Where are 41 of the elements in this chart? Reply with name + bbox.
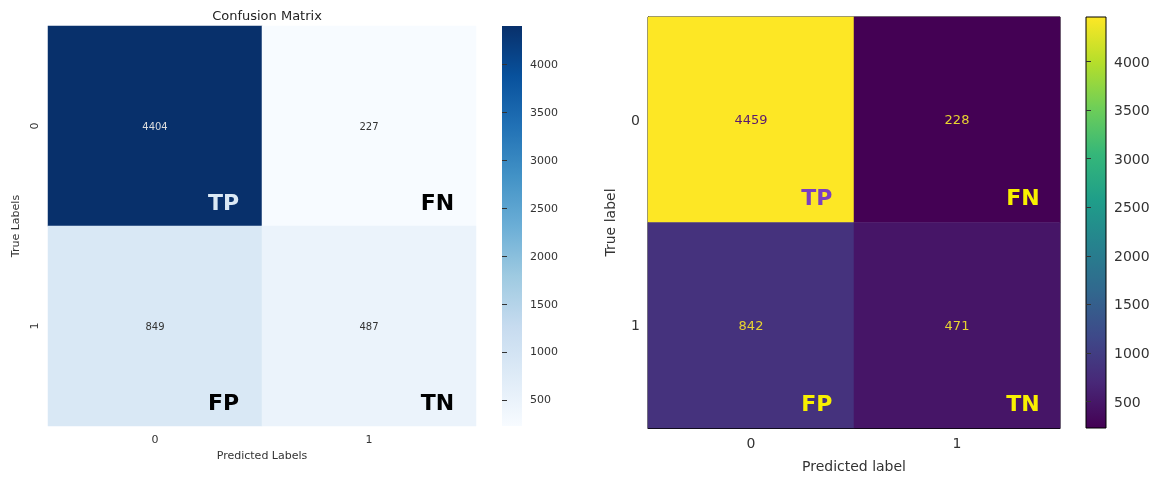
color-bar-label: 3500 (1114, 102, 1150, 119)
data-label: 487 (359, 320, 379, 332)
annotation: TP (207, 189, 240, 215)
annotation: TP (801, 185, 833, 211)
x-axis-title: Predicted label (801, 457, 907, 474)
color-bar-label: 4000 (1114, 53, 1150, 70)
color-bar-label: 2000 (1114, 247, 1150, 264)
x-tick-label: 1 (365, 433, 373, 446)
x-tick-label: 0 (151, 433, 159, 446)
annotation: FP (207, 389, 240, 415)
y-axis-title: True Labels (9, 194, 23, 259)
data-label: 849 (145, 320, 165, 332)
data-label: 227 (359, 120, 379, 132)
y-axis-title: True label (602, 188, 619, 258)
color-bar-label: 2000 (530, 249, 558, 263)
x-tick-label: 1 (952, 435, 962, 451)
color-bar-label: 4000 (530, 58, 558, 72)
annotation: TN (1006, 390, 1040, 416)
color-bar-label: 1500 (530, 297, 558, 311)
x-tick-label: 0 (746, 435, 756, 451)
annotation: FN (420, 189, 455, 215)
chart-title: Confusion Matrix (212, 8, 323, 23)
data-label: 471 (944, 317, 970, 333)
color-bar-label: 3500 (530, 106, 558, 120)
color-bar-label: 3000 (530, 153, 558, 167)
data-label: 4404 (142, 120, 168, 132)
annotation: TN (420, 389, 455, 415)
color-bar-label: 2500 (1114, 199, 1150, 216)
data-label: 4459 (734, 112, 768, 128)
color-bar-label: 500 (1114, 393, 1141, 410)
x-axis-title: Predicted Labels (216, 449, 308, 463)
annotation: FN (1006, 185, 1040, 211)
color-bar-label: 1000 (1114, 345, 1150, 362)
color-bar-label: 500 (530, 393, 551, 407)
color-bar-label: 1500 (1114, 296, 1150, 313)
color-bar-label: 1000 (530, 345, 558, 359)
data-label: 228 (944, 112, 970, 128)
annotation: FP (801, 390, 833, 416)
color-bar-label: 3000 (1114, 150, 1150, 167)
color-bar-label: 2500 (530, 201, 558, 215)
data-label: 842 (738, 317, 764, 333)
